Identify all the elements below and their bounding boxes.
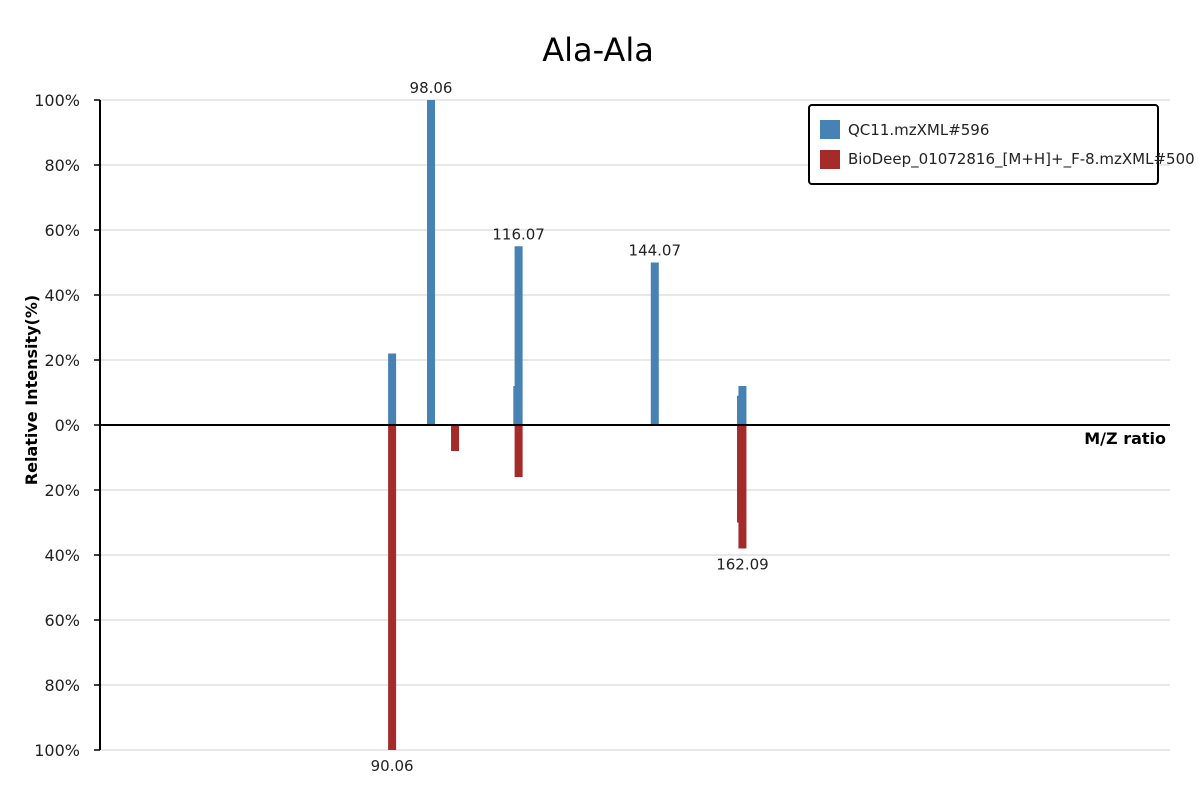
peak-mz-label: 90.06 (371, 757, 414, 775)
x-axis-title: M/Z ratio (1084, 429, 1166, 448)
y-tick-label: 60% (44, 221, 80, 240)
legend: QC11.mzXML#596 BioDeep_01072816_[M+H]+_F… (808, 104, 1195, 185)
y-axis-ticks: 100% 80% 60% 40% 20% 0% 20% 40% 60% 80% 100% (34, 91, 100, 760)
y-tick-label: 60% (44, 611, 80, 630)
y-tick-label: 100% (34, 741, 80, 760)
peak-bar-up (738, 386, 747, 425)
y-tick-label: 20% (44, 351, 80, 370)
legend-label-biodeep: BioDeep_01072816_[M+H]+_F-8.mzXML#500 (848, 150, 1195, 169)
legend-label-qc11: QC11.mzXML#596 (848, 121, 989, 139)
peak-mz-label: 116.07 (492, 225, 545, 243)
grid-lines (100, 99, 1170, 751)
legend-swatch-qc11 (820, 120, 840, 139)
peak-bar-down (738, 425, 747, 549)
legend-box (808, 104, 1159, 185)
peak-bar-down (388, 425, 397, 750)
y-tick-label: 80% (44, 156, 80, 175)
peak-bar-up (650, 262, 659, 425)
y-tick-label: 0% (55, 416, 80, 435)
y-axis-title: Relative Intensity(%) (22, 295, 41, 485)
peaks (388, 100, 747, 750)
peak-bar-up (427, 100, 436, 425)
peak-mz-label: 144.07 (629, 242, 682, 260)
y-tick-label: 80% (44, 676, 80, 695)
peak-bar-down (514, 425, 523, 477)
y-tick-label: 100% (34, 91, 80, 110)
y-tick-label: 40% (44, 286, 80, 305)
chart-title: Ala-Ala (542, 31, 654, 69)
legend-swatch-biodeep (820, 150, 840, 169)
y-tick-label: 20% (44, 481, 80, 500)
peak-bar-up (388, 353, 397, 425)
peak-bar-down (451, 425, 460, 451)
peak-mz-label: 162.09 (716, 556, 769, 574)
peak-mz-label: 98.06 (410, 79, 453, 97)
peak-bar-up (514, 246, 523, 425)
y-tick-label: 40% (44, 546, 80, 565)
peak-labels: 98.06 116.07 144.07 90.06 162.09 (371, 79, 769, 775)
